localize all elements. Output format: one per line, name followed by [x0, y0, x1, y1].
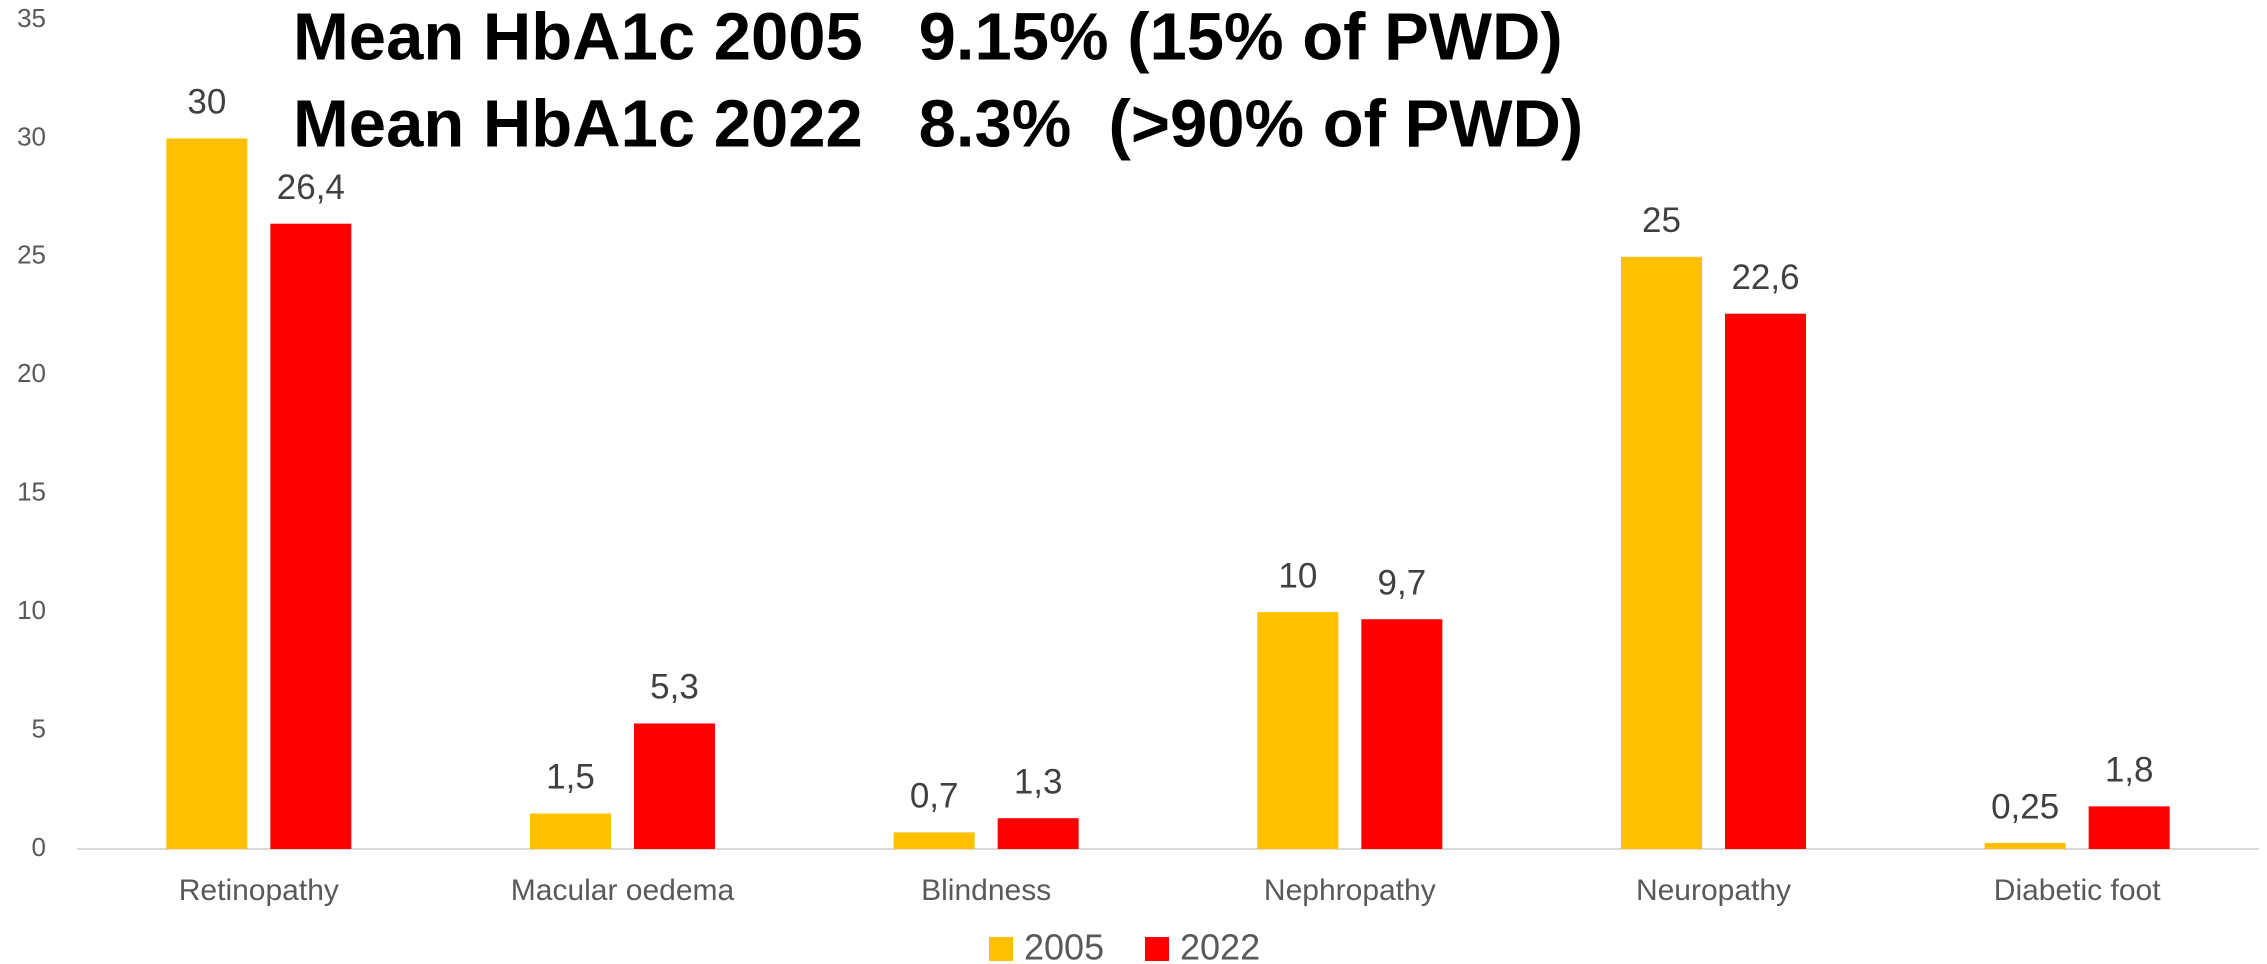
y-tick-label: 25 [17, 240, 46, 270]
x-tick-label: Neuropathy [1636, 874, 1791, 907]
legend-label: 2005 [1024, 927, 1104, 964]
bar [1621, 256, 1702, 849]
bar [270, 223, 352, 849]
data-label: 0,7 [910, 777, 959, 816]
bar [893, 832, 975, 849]
legend-swatch [989, 937, 1013, 961]
bar [634, 723, 715, 849]
bar [997, 818, 1079, 849]
x-tick-label: Diabetic foot [1994, 874, 2161, 907]
y-tick-label: 5 [32, 713, 46, 743]
bar [1725, 313, 1806, 849]
data-label: 22,6 [1731, 258, 1799, 297]
annotation: Mean HbA1c 2005 9.15% (15% of PWD) [293, 0, 1563, 75]
x-tick-label: Retinopathy [179, 874, 339, 907]
y-tick-label: 15 [17, 477, 46, 507]
data-label: 1,8 [2105, 751, 2154, 790]
data-label: 0,25 [1991, 787, 2059, 826]
bar [1257, 612, 1339, 849]
data-label: 1,5 [546, 758, 595, 797]
data-label: 10 [1278, 556, 1317, 595]
data-label: 26,4 [277, 168, 345, 207]
data-label: 9,7 [1378, 563, 1427, 602]
y-tick-label: 10 [17, 595, 46, 625]
data-label: 25 [1642, 201, 1681, 240]
x-tick-label: Nephropathy [1264, 874, 1436, 907]
x-tick-label: Blindness [921, 874, 1051, 907]
bar [1984, 843, 2066, 849]
legend-swatch [1145, 937, 1169, 961]
data-label: 1,3 [1014, 762, 1063, 801]
y-tick-label: 20 [17, 358, 46, 388]
legend-label: 2022 [1180, 927, 1260, 964]
annotation: Mean HbA1c 2022 8.3% (>90% of PWD) [293, 87, 1583, 162]
data-label: 30 [187, 83, 226, 122]
bar [1361, 619, 1443, 849]
y-tick-label: 30 [17, 121, 46, 151]
y-tick-label: 35 [17, 3, 46, 33]
data-label: 5,3 [650, 668, 699, 707]
x-tick-label: Macular oedema [511, 874, 735, 907]
bar [2088, 806, 2170, 849]
bar [530, 813, 611, 849]
bar [166, 138, 248, 849]
y-tick-label: 0 [32, 832, 46, 862]
